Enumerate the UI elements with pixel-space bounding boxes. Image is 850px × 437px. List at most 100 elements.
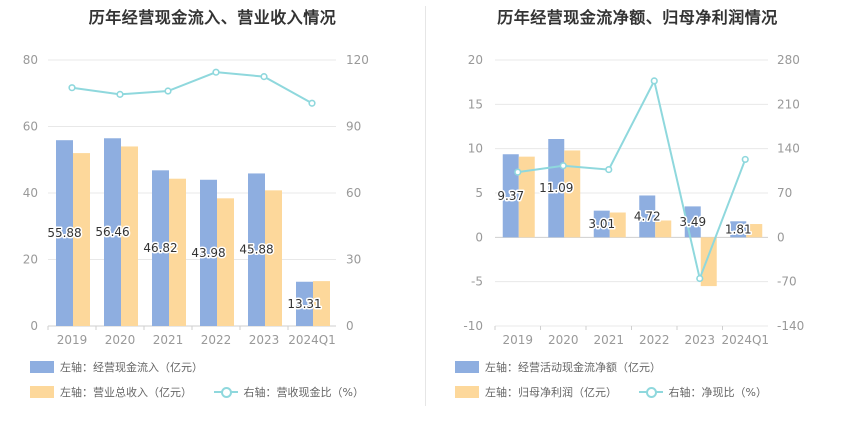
- line-point: [308, 99, 316, 107]
- bar-series-1: [152, 170, 169, 326]
- legend-label: 左轴：经营活动现金流净额（亿元）: [485, 361, 661, 374]
- bar-series-1: [200, 179, 217, 326]
- bar-data-label: 9.37: [497, 189, 524, 203]
- legend-item[interactable]: 左轴：经营现金流入（亿元）: [30, 359, 203, 375]
- chart-right-legend-row2: 左轴：归母净利润（亿元） 右轴：净现比（%）: [455, 384, 785, 401]
- legend-label: 左轴：营业总收入（亿元）: [60, 386, 192, 399]
- bar-series-2: [655, 220, 672, 238]
- line-point: [650, 77, 658, 85]
- panel-divider: [425, 6, 426, 406]
- bar-data-label: 43.98: [191, 246, 225, 260]
- legend-swatch-bar-blue: [455, 361, 479, 373]
- bar-series-2: [746, 224, 763, 238]
- y-right-tick-label: 140: [777, 142, 800, 156]
- y-right-tick-label: -140: [777, 319, 804, 333]
- y-left-tick-label: -5: [471, 275, 483, 289]
- bar-series-1: [593, 210, 610, 238]
- legend-item[interactable]: 右轴：净现比（%）: [638, 384, 767, 400]
- chart-left-title: 历年经营现金流入、营业收入情况: [88, 8, 337, 27]
- y-right-tick-label: 60: [346, 186, 361, 200]
- x-tick-label: 2024Q1: [288, 333, 336, 347]
- y-left-tick-label: 0: [30, 319, 38, 333]
- legend-item[interactable]: 左轴：归母净利润（亿元）: [455, 384, 617, 400]
- legend-label: 左轴：经营现金流入（亿元）: [60, 361, 203, 374]
- bar-series-1: [248, 173, 265, 326]
- x-tick-label: 2022: [201, 333, 232, 347]
- x-tick-label: 2022: [639, 333, 670, 347]
- x-tick-label: 2019: [502, 333, 533, 347]
- bar-data-label: 1.81: [725, 222, 752, 236]
- y-right-tick-label: 280: [777, 53, 800, 67]
- chart-right-plot: -10 -140 -5 -70 0 0 5 70 10 140 15 210 20 280 2019 2020…: [463, 53, 804, 347]
- bar-series-2: [518, 156, 535, 238]
- chart-left: 历年经营现金流入、营业收入情况 0 0 20 30 40 60 60 90 80 120 2019 2…: [23, 8, 369, 400]
- bar-series-1: [548, 139, 565, 238]
- line-point: [164, 87, 172, 95]
- bar-series-1: [502, 154, 519, 238]
- bar-series-1: [104, 138, 121, 326]
- bar-data-label: 4.72: [634, 209, 661, 223]
- bar-series-2: [700, 237, 717, 287]
- bar-series-2: [265, 190, 282, 326]
- line-point: [605, 165, 613, 174]
- bar-series-2: [564, 150, 581, 238]
- bar-series-2: [609, 212, 626, 238]
- bar-series-1: [296, 281, 313, 326]
- y-left-tick-label: 20: [468, 53, 483, 67]
- line-point: [559, 162, 567, 170]
- y-left-tick-label: 15: [468, 97, 483, 111]
- line-point: [212, 68, 220, 76]
- y-left-tick-label: 80: [23, 53, 38, 67]
- bar-series-1: [639, 195, 656, 238]
- line-point: [741, 155, 749, 164]
- bar-data-label: 3.01: [588, 217, 615, 231]
- x-tick-label: 2020: [548, 333, 579, 347]
- legend-label: 左轴：归母净利润（亿元）: [485, 386, 617, 399]
- bar-series-1: [56, 140, 73, 326]
- line-point: [68, 84, 76, 92]
- legend-swatch-bar-yellow: [30, 386, 54, 398]
- y-left-tick-label: 60: [23, 120, 38, 134]
- line-point: [116, 90, 124, 98]
- x-tick-label: 2024Q1: [721, 333, 769, 347]
- chart-right-legend-row1: 左轴：经营活动现金流净额（亿元）: [455, 359, 679, 376]
- y-left-tick-label: -10: [463, 319, 483, 333]
- y-right-tick-label: 30: [346, 253, 361, 267]
- legend-item[interactable]: 左轴：经营活动现金流净额（亿元）: [455, 359, 661, 375]
- bar-data-label: 13.31: [287, 297, 321, 311]
- legend-swatch-bar-blue: [30, 361, 54, 373]
- bar-data-label: 56.46: [95, 225, 129, 239]
- bar-data-label: 11.09: [539, 181, 573, 195]
- x-tick-label: 2019: [57, 333, 88, 347]
- legend-label: 右轴：营收现金比（%）: [243, 386, 364, 399]
- legend-item[interactable]: 右轴：营收现金比（%）: [213, 384, 364, 400]
- legend-swatch-bar-yellow: [455, 386, 479, 398]
- line-series: [517, 78, 747, 282]
- bar-series-2: [217, 198, 234, 326]
- x-tick-label: 2023: [249, 333, 280, 347]
- chart-right-title: 历年经营现金流净额、归母净利润情况: [497, 8, 778, 27]
- line-point: [260, 73, 268, 81]
- legend-item[interactable]: 左轴：营业总收入（亿元）: [30, 384, 192, 400]
- y-right-tick-label: 120: [346, 53, 369, 67]
- legend-swatch-line: [213, 386, 238, 398]
- y-right-tick-label: 210: [777, 97, 800, 111]
- y-right-tick-label: 70: [777, 186, 792, 200]
- line-point: [514, 168, 522, 176]
- chart-right: 历年经营现金流净额、归母净利润情况 -10 -140 -5 -70 0 0 5 70 10 140…: [425, 0, 850, 437]
- line-point: [696, 274, 704, 283]
- y-right-tick-label: 0: [346, 319, 354, 333]
- x-tick-label: 2020: [105, 333, 136, 347]
- bar-series-2: [121, 146, 138, 326]
- y-left-tick-label: 0: [475, 230, 483, 244]
- x-tick-label: 2023: [684, 333, 715, 347]
- y-right-tick-label: 90: [346, 120, 361, 134]
- y-left-tick-label: 20: [23, 253, 38, 267]
- y-right-tick-label: 0: [777, 230, 785, 244]
- y-left-tick-label: 10: [468, 142, 483, 156]
- bar-series-2: [73, 153, 90, 326]
- y-left-tick-label: 5: [475, 186, 483, 200]
- bar-series-2: [313, 281, 330, 326]
- legend-swatch-line: [638, 386, 663, 398]
- x-tick-label: 2021: [153, 333, 184, 347]
